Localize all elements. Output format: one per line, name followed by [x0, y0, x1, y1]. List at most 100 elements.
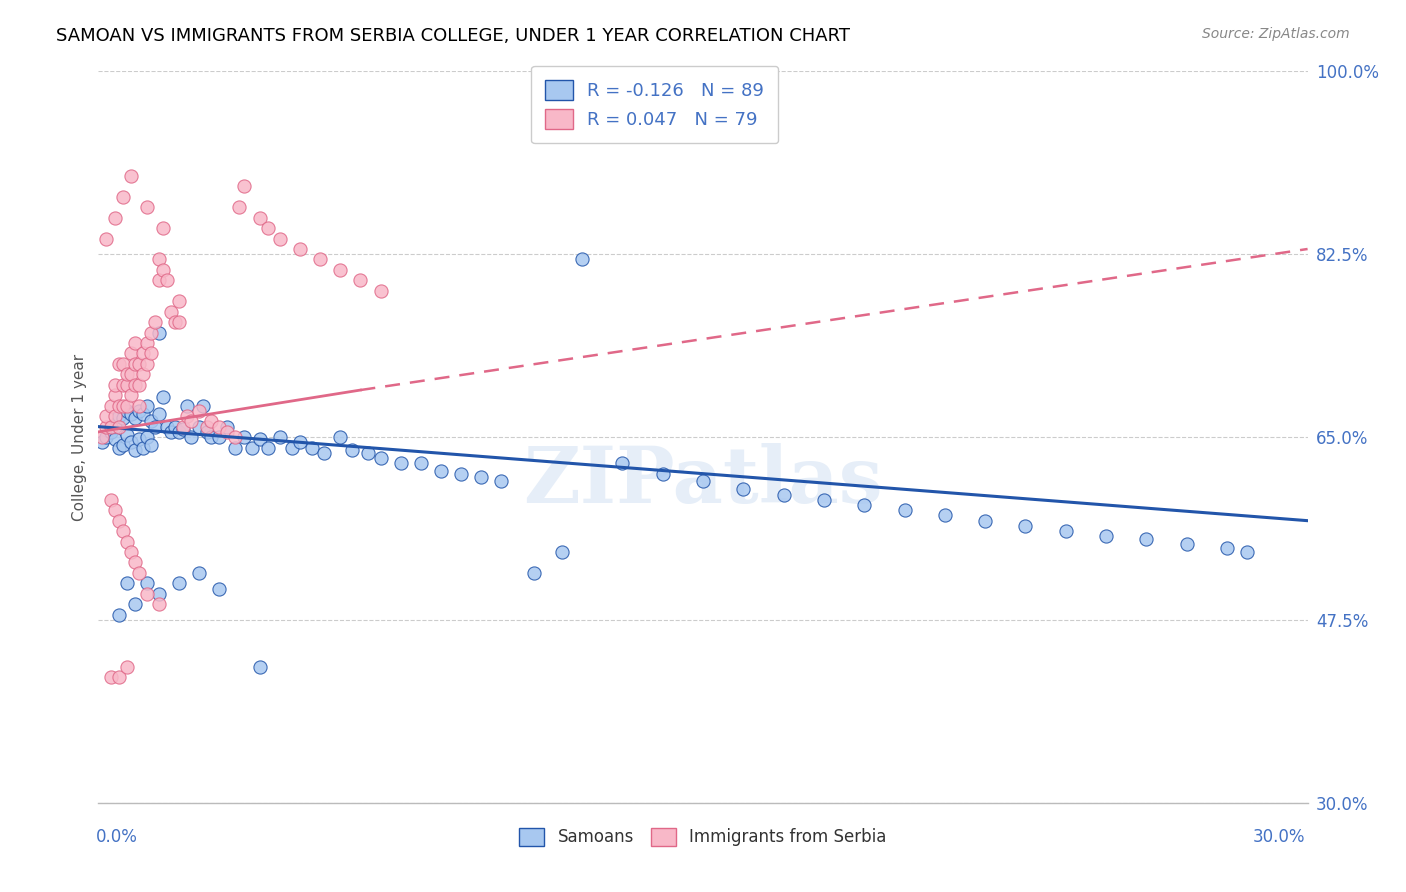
Point	[733, 483, 755, 497]
Point	[103, 388, 125, 402]
Point	[124, 377, 146, 392]
Point	[1014, 519, 1036, 533]
Point	[120, 368, 142, 382]
Point	[135, 430, 157, 444]
Point	[232, 430, 254, 444]
Point	[135, 200, 157, 214]
Point	[612, 456, 634, 470]
Point	[128, 566, 150, 580]
Point	[200, 414, 222, 428]
Point	[342, 442, 364, 457]
Point	[1216, 541, 1239, 555]
Point	[240, 441, 263, 455]
Point	[91, 435, 114, 450]
Point	[148, 587, 170, 601]
Point	[120, 346, 142, 360]
Point	[115, 377, 138, 392]
Point	[167, 315, 190, 329]
Point	[523, 566, 546, 580]
Point	[128, 404, 150, 418]
Point	[139, 326, 162, 340]
Text: 0.0%: 0.0%	[96, 828, 138, 846]
Point	[1135, 533, 1157, 547]
Point	[120, 545, 142, 559]
Point	[1095, 529, 1118, 543]
Point	[128, 432, 150, 446]
Point	[1175, 536, 1198, 550]
Point	[124, 597, 146, 611]
Point	[96, 231, 118, 245]
Point	[148, 326, 170, 340]
Point	[103, 377, 125, 392]
Point	[111, 411, 134, 425]
Point	[135, 336, 157, 351]
Point	[389, 456, 412, 470]
Point	[853, 498, 876, 512]
Point	[491, 474, 513, 488]
Point	[107, 607, 129, 622]
Point	[115, 368, 138, 382]
Point	[651, 467, 673, 481]
Point	[148, 407, 170, 421]
Point	[152, 390, 174, 404]
Point	[156, 419, 179, 434]
Point	[314, 446, 336, 460]
Point	[120, 407, 142, 421]
Point	[115, 576, 138, 591]
Point	[107, 399, 129, 413]
Point	[200, 430, 222, 444]
Point	[772, 487, 794, 501]
Point	[111, 190, 134, 204]
Point	[120, 169, 142, 183]
Point	[288, 242, 311, 256]
Point	[224, 430, 246, 444]
Point	[152, 221, 174, 235]
Point	[551, 545, 574, 559]
Point	[217, 425, 239, 439]
Text: SAMOAN VS IMMIGRANTS FROM SERBIA COLLEGE, UNDER 1 YEAR CORRELATION CHART: SAMOAN VS IMMIGRANTS FROM SERBIA COLLEGE…	[56, 27, 851, 45]
Point	[135, 357, 157, 371]
Point	[132, 441, 155, 455]
Point	[163, 315, 186, 329]
Point	[208, 419, 231, 434]
Point	[180, 414, 202, 428]
Point	[172, 419, 194, 434]
Point	[193, 399, 215, 413]
Point	[813, 492, 835, 507]
Point	[115, 660, 138, 674]
Point	[160, 425, 183, 439]
Text: 30.0%: 30.0%	[1253, 828, 1305, 846]
Point	[139, 414, 162, 428]
Point	[349, 273, 371, 287]
Point	[148, 597, 170, 611]
Point	[132, 368, 155, 382]
Point	[217, 419, 239, 434]
Point	[180, 430, 202, 444]
Point	[115, 399, 138, 413]
Point	[100, 399, 122, 413]
Point	[132, 346, 155, 360]
Point	[232, 179, 254, 194]
Point	[176, 399, 198, 413]
Point	[103, 503, 125, 517]
Point	[370, 284, 392, 298]
Point	[156, 273, 179, 287]
Point	[152, 263, 174, 277]
Point	[188, 419, 211, 434]
Point	[188, 566, 211, 580]
Point	[132, 407, 155, 421]
Point	[128, 377, 150, 392]
Point	[111, 524, 134, 538]
Point	[103, 419, 125, 434]
Point	[120, 388, 142, 402]
Point	[249, 432, 271, 446]
Point	[143, 419, 166, 434]
Point	[103, 409, 125, 424]
Point	[128, 399, 150, 413]
Point	[224, 441, 246, 455]
Point	[124, 442, 146, 457]
Point	[120, 435, 142, 450]
Point	[249, 211, 271, 225]
Point	[100, 419, 122, 434]
Point	[256, 441, 278, 455]
